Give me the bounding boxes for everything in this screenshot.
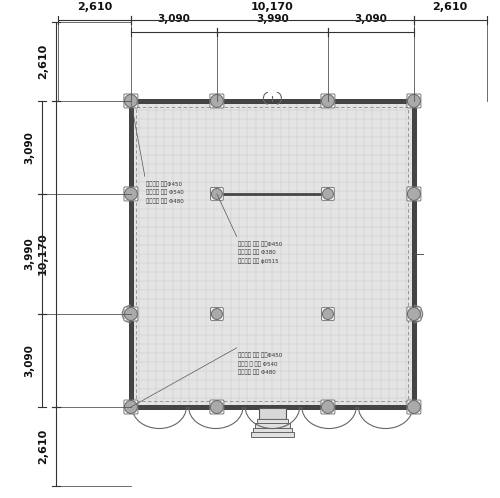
Circle shape: [124, 308, 138, 321]
FancyBboxPatch shape: [407, 400, 421, 414]
Text: 2,610: 2,610: [38, 429, 48, 464]
Bar: [258, 408, 286, 419]
Text: 외진주의 하부 상부Φ450
외진주 하 길이 Φ540
외부목조 길이 Φ480: 외진주의 하부 상부Φ450 외진주 하 길이 Φ540 외부목조 길이 Φ48…: [238, 353, 282, 375]
Circle shape: [212, 309, 222, 320]
FancyBboxPatch shape: [322, 188, 334, 200]
FancyBboxPatch shape: [210, 188, 224, 200]
Bar: [250, 432, 294, 437]
Text: 3,990: 3,990: [256, 14, 289, 24]
FancyBboxPatch shape: [124, 400, 138, 414]
Text: 2,610: 2,610: [77, 2, 112, 12]
Circle shape: [210, 400, 224, 413]
Circle shape: [124, 187, 138, 200]
Text: 내부진주 상부 상부Φ450
외진주의 길이 Φ380
외부목조 길이 ϕ0515: 내부진주 상부 상부Φ450 외진주의 길이 Φ380 외부목조 길이 ϕ051…: [238, 242, 282, 264]
Text: 2,610: 2,610: [38, 44, 48, 79]
FancyBboxPatch shape: [321, 400, 335, 414]
Bar: [131, 101, 414, 407]
Text: 3,990: 3,990: [24, 238, 34, 270]
Circle shape: [210, 95, 224, 108]
Circle shape: [408, 400, 420, 413]
Bar: [252, 428, 292, 432]
Circle shape: [408, 95, 420, 108]
FancyBboxPatch shape: [210, 400, 224, 414]
FancyBboxPatch shape: [124, 94, 138, 108]
FancyBboxPatch shape: [407, 307, 421, 321]
Text: 3,090: 3,090: [354, 14, 388, 24]
FancyBboxPatch shape: [210, 94, 224, 108]
Text: 3,090: 3,090: [24, 344, 34, 377]
Text: 3,090: 3,090: [24, 131, 34, 164]
FancyBboxPatch shape: [407, 94, 421, 108]
Circle shape: [408, 308, 420, 321]
Circle shape: [322, 400, 334, 413]
Bar: [131, 101, 414, 407]
FancyBboxPatch shape: [407, 187, 421, 201]
Bar: [131, 101, 414, 407]
Text: 10,170: 10,170: [251, 2, 294, 12]
Circle shape: [124, 400, 138, 413]
Circle shape: [124, 95, 138, 108]
Circle shape: [322, 309, 334, 320]
FancyBboxPatch shape: [124, 187, 138, 201]
FancyBboxPatch shape: [124, 307, 138, 321]
Circle shape: [408, 187, 420, 200]
Circle shape: [322, 188, 334, 199]
Circle shape: [322, 95, 334, 108]
Bar: [256, 419, 288, 423]
FancyBboxPatch shape: [322, 308, 334, 320]
Bar: [254, 423, 290, 428]
Text: 10,170: 10,170: [38, 233, 48, 275]
FancyBboxPatch shape: [321, 94, 335, 108]
Circle shape: [212, 188, 222, 199]
FancyBboxPatch shape: [210, 308, 224, 320]
Text: 외진주의 상부Φ450
외진주의 길이 Φ540
외부목조 길이 Φ480: 외진주의 상부Φ450 외진주의 길이 Φ540 외부목조 길이 Φ480: [146, 181, 184, 204]
Text: 2,610: 2,610: [432, 2, 468, 12]
Text: 3,090: 3,090: [158, 14, 190, 24]
Bar: [136, 107, 408, 401]
